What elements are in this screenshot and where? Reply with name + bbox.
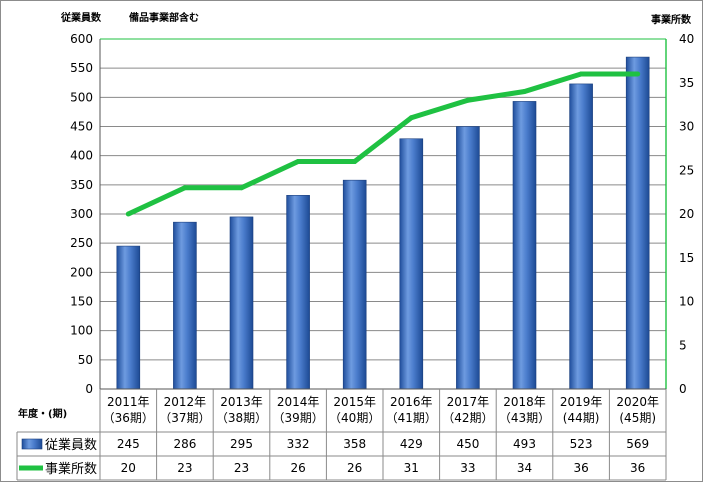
right-axis-title: 事業所数 bbox=[651, 13, 692, 26]
bar bbox=[229, 216, 254, 390]
category-label-period: （36期） bbox=[103, 411, 154, 425]
table-cell-employees: 295 bbox=[230, 437, 253, 451]
line-point bbox=[408, 115, 414, 121]
right-tick-label: 20 bbox=[679, 207, 694, 221]
category-label-year: 2019年 bbox=[560, 395, 603, 409]
table-cell-offices: 23 bbox=[177, 461, 192, 475]
category-label-year: 2012年 bbox=[164, 395, 207, 409]
table-cell-employees: 569 bbox=[626, 437, 649, 451]
table-cell-offices: 26 bbox=[347, 461, 362, 475]
line-point bbox=[578, 71, 584, 77]
left-tick-label: 500 bbox=[70, 90, 93, 104]
category-label-period: （37期） bbox=[159, 411, 210, 425]
category-label-year: 2017年 bbox=[447, 395, 490, 409]
bar bbox=[116, 245, 141, 390]
left-tick-label: 250 bbox=[70, 236, 93, 250]
line-point bbox=[239, 185, 244, 191]
table-cell-employees: 245 bbox=[117, 437, 140, 451]
bar bbox=[569, 83, 593, 390]
line-point bbox=[182, 185, 188, 191]
right-tick-label: 40 bbox=[679, 32, 694, 46]
left-tick-label: 400 bbox=[70, 149, 93, 163]
left-tick-label: 300 bbox=[70, 207, 93, 221]
category-label-year: 2020年 bbox=[616, 395, 659, 409]
left-tick-label: 600 bbox=[70, 32, 93, 46]
table-cell-employees: 450 bbox=[456, 437, 479, 451]
category-axis-title: 年度・(期) bbox=[18, 407, 67, 420]
table-cell-offices: 36 bbox=[630, 461, 645, 475]
category-label-period: （41期） bbox=[386, 411, 437, 425]
right-tick-label: 25 bbox=[679, 163, 694, 177]
line-point bbox=[125, 211, 131, 217]
chart-note: 備品事業部含む bbox=[129, 11, 199, 24]
table-cell-employees: 286 bbox=[173, 437, 196, 451]
left-axis-title: 従業員数 bbox=[60, 11, 102, 24]
line-point bbox=[465, 97, 471, 103]
table-cell-offices: 23 bbox=[234, 461, 249, 475]
line-point bbox=[295, 159, 301, 164]
bar bbox=[399, 138, 424, 390]
table-cell-employees: 523 bbox=[570, 437, 593, 451]
bar bbox=[512, 101, 537, 390]
bar bbox=[173, 221, 197, 390]
left-tick-label: 450 bbox=[70, 120, 93, 134]
left-tick-label: 0 bbox=[85, 382, 93, 396]
right-tick-label: 10 bbox=[679, 295, 694, 309]
line-series bbox=[125, 71, 641, 217]
table-cell-offices: 31 bbox=[404, 461, 419, 475]
bar bbox=[456, 126, 480, 390]
line-point bbox=[522, 89, 527, 94]
table-cell-employees: 332 bbox=[287, 437, 310, 451]
category-label-year: 2015年 bbox=[333, 395, 376, 409]
left-tick-label: 550 bbox=[70, 61, 93, 75]
line-path bbox=[127, 71, 638, 217]
table-cell-offices: 34 bbox=[517, 461, 532, 475]
category-label-period: （38期） bbox=[216, 411, 267, 425]
bar-series bbox=[116, 56, 650, 390]
category-label-year: 2016年 bbox=[390, 395, 433, 409]
category-label-year: 2011年 bbox=[107, 395, 150, 409]
category-label-period: （42期） bbox=[442, 411, 493, 425]
line-point bbox=[352, 159, 358, 164]
legend-label-offices: 事業所数 bbox=[45, 461, 97, 477]
left-tick-label: 100 bbox=[70, 324, 93, 338]
bar bbox=[342, 179, 367, 390]
axes: 0 50 100 150 200 250 300 350 400 450 500 550 600 0 5 10… bbox=[70, 32, 694, 480]
table-cell-employees: 358 bbox=[343, 437, 366, 451]
left-tick-label: 350 bbox=[70, 178, 93, 192]
category-label-period: （43期） bbox=[499, 411, 550, 425]
right-tick-label: 0 bbox=[679, 382, 687, 396]
table-cell-employees: 493 bbox=[513, 437, 536, 451]
table-cell-offices: 36 bbox=[573, 461, 588, 475]
line-point bbox=[635, 71, 641, 77]
table-cell-employees: 429 bbox=[400, 437, 423, 451]
bar bbox=[286, 195, 310, 390]
right-tick-label: 35 bbox=[679, 76, 694, 90]
right-tick-label: 5 bbox=[679, 338, 687, 352]
right-tick-label: 30 bbox=[679, 120, 694, 134]
left-tick-label: 150 bbox=[70, 295, 93, 309]
left-tick-label: 50 bbox=[78, 353, 93, 367]
category-label-period: （39期） bbox=[272, 411, 323, 425]
table-cell-offices: 33 bbox=[460, 461, 475, 475]
left-tick-label: 200 bbox=[70, 265, 93, 279]
table-cell-offices: 26 bbox=[290, 461, 305, 475]
category-label-period: （40期） bbox=[329, 411, 380, 425]
category-label-year: 2018年 bbox=[503, 395, 546, 409]
category-label-period: (44期) bbox=[563, 411, 600, 425]
legend-label-employees: 従業員数 bbox=[45, 437, 97, 453]
right-tick-label: 15 bbox=[679, 251, 694, 265]
category-label-period: (45期) bbox=[619, 411, 656, 425]
category-label-year: 2013年 bbox=[220, 395, 263, 409]
table-cell-offices: 20 bbox=[121, 461, 136, 475]
category-label-year: 2014年 bbox=[277, 395, 320, 409]
bar bbox=[625, 56, 650, 390]
legend-key-bar bbox=[21, 438, 43, 450]
